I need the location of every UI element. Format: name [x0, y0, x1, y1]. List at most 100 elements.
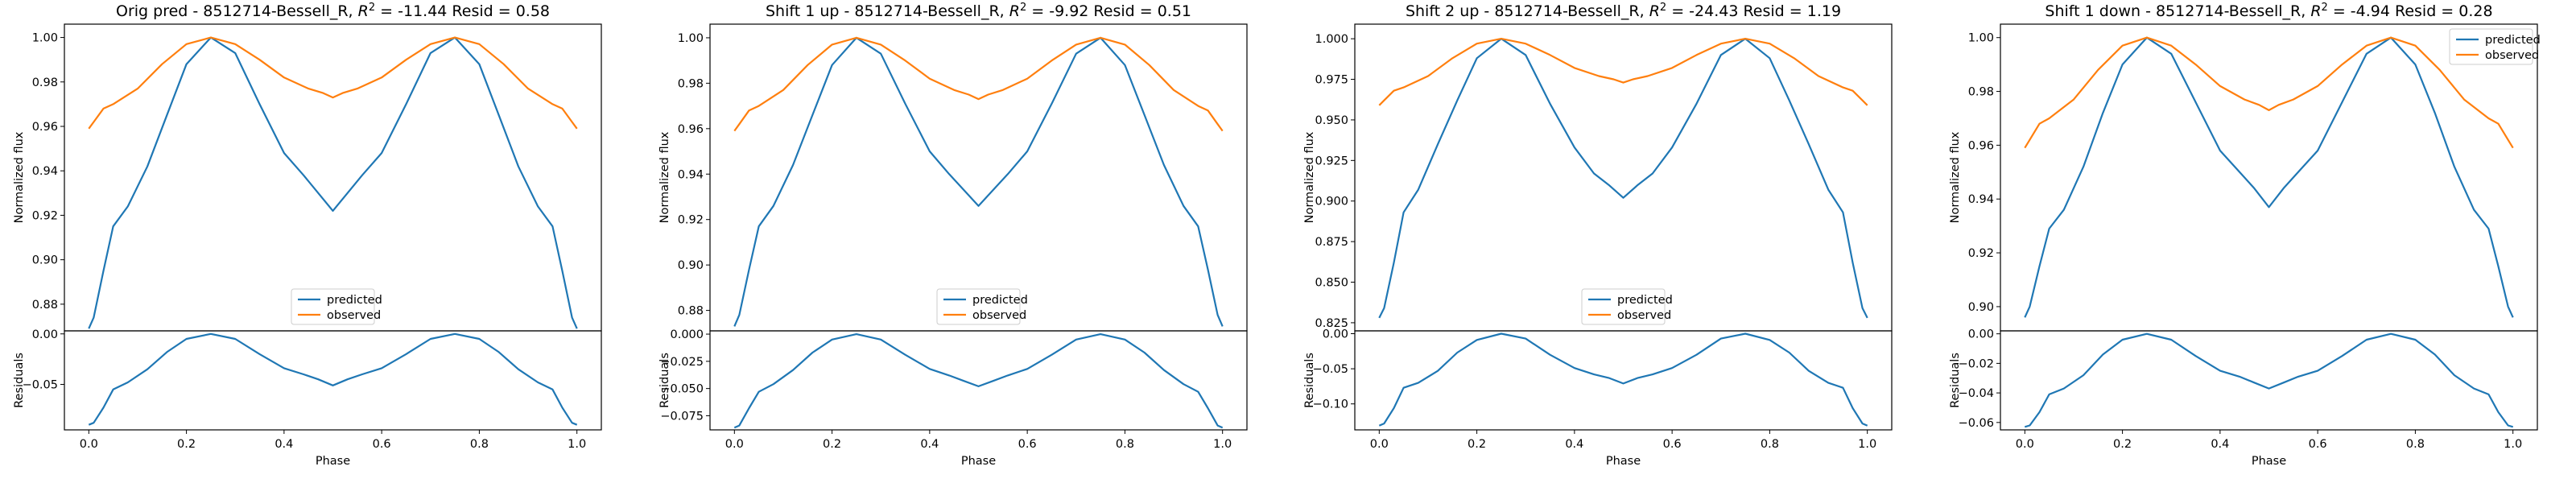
y-tick-label: −0.025	[660, 356, 704, 369]
x-tick-label: 0.2	[177, 438, 196, 451]
y-tick-label: 0.90	[32, 254, 58, 267]
legend: predicted observed	[2449, 28, 2541, 65]
legend-label-predicted: predicted	[2485, 34, 2541, 47]
y-tick-label: −0.075	[660, 410, 704, 423]
series-line-predicted	[733, 36, 1224, 327]
subplot-2: Shift 1 up - 8512714-Bessell_R, R2 = -9.…	[658, 2, 1248, 468]
axes-frame	[709, 330, 1248, 431]
x-tick-label: 0.8	[470, 438, 489, 451]
x-tick-label: 0.6	[1018, 438, 1037, 451]
flux-axes: 0.90 0.92 0.94 0.96 0.98 1.00 Normalized flux p…	[1949, 23, 2541, 332]
x-tick-label: 0.8	[1116, 438, 1134, 451]
title-r2-symbol: R	[1009, 2, 1020, 20]
y-tick-label: −0.050	[660, 383, 704, 396]
y-tick-label: 0.96	[32, 121, 58, 134]
y-tick-label: 0.825	[1315, 317, 1348, 330]
y-tick-label: 0.98	[678, 77, 704, 90]
x-tick-label: 0.4	[1565, 438, 1583, 451]
x-tick-label: 0.8	[2406, 438, 2425, 451]
subplot-4: Shift 1 down - 8512714-Bessell_R, R2 = -…	[1949, 2, 2541, 468]
y-tick-label: 0.98	[1968, 86, 1994, 99]
y-tick-label: 0.92	[32, 209, 58, 222]
y-axis-label: Normalized flux	[13, 131, 26, 223]
y-axis-label: Residuals	[13, 353, 26, 408]
axes-frame	[2000, 23, 2538, 332]
legend: predicted observed	[291, 288, 382, 325]
x-tick-label: 1.0	[1858, 438, 1876, 451]
legend-label-predicted: predicted	[327, 294, 382, 307]
y-axis-label: Residuals	[1949, 353, 1962, 408]
series-line-predicted	[2024, 36, 2514, 318]
axes-frame	[2000, 330, 2538, 431]
legend-label-observed: observed	[2485, 49, 2539, 62]
series-line-observed	[2024, 36, 2514, 149]
y-tick-label: 0.92	[678, 214, 704, 227]
y-axis-label: Normalized flux	[658, 131, 671, 223]
y-tick-label: 0.88	[32, 299, 58, 312]
y-tick-label: 0.90	[1968, 301, 1994, 314]
title-r2-exponent: 2	[369, 2, 375, 14]
legend-label-observed: observed	[972, 309, 1026, 322]
y-tick-label: 1.00	[32, 32, 58, 45]
y-tick-label: 0.925	[1315, 155, 1348, 167]
y-tick-label: −0.06	[1959, 417, 1994, 430]
y-tick-label: −0.05	[1313, 363, 1348, 376]
axes-frame	[64, 23, 602, 332]
y-tick-label: 0.94	[678, 168, 704, 181]
x-tick-label: 0.2	[823, 438, 841, 451]
y-tick-label: 0.875	[1315, 236, 1348, 249]
y-tick-label: 0.975	[1315, 74, 1348, 87]
y-tick-label: 0.000	[670, 328, 704, 341]
x-tick-label: 0.6	[373, 438, 391, 451]
legend: predicted observed	[936, 288, 1028, 325]
series-line-observed	[733, 36, 1224, 132]
subplot-title: Shift 1 up - 8512714-Bessell_R, R2 = -9.…	[766, 2, 1191, 20]
y-tick-label: 0.96	[1968, 139, 1994, 152]
x-tick-label: 0.6	[2309, 438, 2327, 451]
x-tick-label: 0.0	[725, 438, 744, 451]
legend-label-observed: observed	[327, 309, 381, 322]
x-tick-label: 1.0	[1213, 438, 1232, 451]
legend-label-predicted: predicted	[1617, 294, 1673, 307]
subplot-3: Shift 2 up - 8512714-Bessell_R, R2 = -24…	[1303, 2, 1893, 468]
subplot-1: Orig pred - 8512714-Bessell_R, R2 = -11.…	[13, 2, 602, 468]
series-line-predicted	[88, 36, 578, 329]
x-tick-label: 0.0	[1370, 438, 1389, 451]
series-line-observed	[88, 36, 578, 130]
x-tick-label: 0.0	[80, 438, 98, 451]
title-r2-exponent: 2	[1660, 2, 1666, 14]
x-tick-label: 0.6	[1663, 438, 1682, 451]
x-tick-label: 0.2	[2113, 438, 2132, 451]
y-tick-label: 0.94	[1968, 193, 1994, 206]
y-axis-label: Residuals	[1303, 353, 1316, 408]
title-prefix: Shift 1 down - 8512714-Bessell_R,	[2045, 2, 2310, 20]
legend: predicted observed	[1581, 288, 1673, 325]
residual-axes: 0.00 −0.02 −0.04 −0.06 Residuals 0.0 0.2 0.4 0.6…	[1949, 328, 2538, 468]
legend-label-predicted: predicted	[972, 294, 1028, 307]
residual-axes: 0.000 −0.025 −0.050 −0.075 Residuals 0.0 0.2 0.…	[658, 328, 1248, 468]
flux-axes: 0.88 0.90 0.92 0.94 0.96 0.98 1.00 Normalized f…	[658, 23, 1248, 332]
y-tick-label: −0.05	[23, 379, 58, 392]
x-tick-label: 1.0	[2504, 438, 2522, 451]
y-tick-label: 1.000	[1315, 33, 1348, 46]
series-line-residual	[2024, 332, 2514, 428]
title-prefix: Orig pred - 8512714-Bessell_R,	[116, 2, 358, 20]
y-tick-label: 0.00	[1323, 328, 1348, 341]
title-suffix: = -9.92 Resid = 0.51	[1026, 2, 1191, 20]
series-line-residual	[733, 333, 1224, 429]
y-tick-label: 0.900	[1315, 196, 1348, 208]
y-axis-label: Normalized flux	[1949, 131, 1962, 223]
axes-frame	[64, 330, 602, 431]
x-tick-label: 0.0	[2016, 438, 2034, 451]
series-line-residual	[1378, 332, 1868, 427]
title-r2-exponent: 2	[2322, 2, 2328, 14]
x-axis-label: Phase	[1606, 455, 1641, 468]
series-line-residual	[88, 332, 578, 426]
y-tick-label: 0.88	[678, 305, 704, 318]
x-tick-label: 0.2	[1468, 438, 1486, 451]
title-r2-symbol: R	[1649, 2, 1660, 20]
y-tick-label: 1.00	[1968, 32, 1994, 45]
y-tick-label: −0.10	[1313, 398, 1348, 411]
y-tick-label: 0.96	[678, 123, 704, 136]
